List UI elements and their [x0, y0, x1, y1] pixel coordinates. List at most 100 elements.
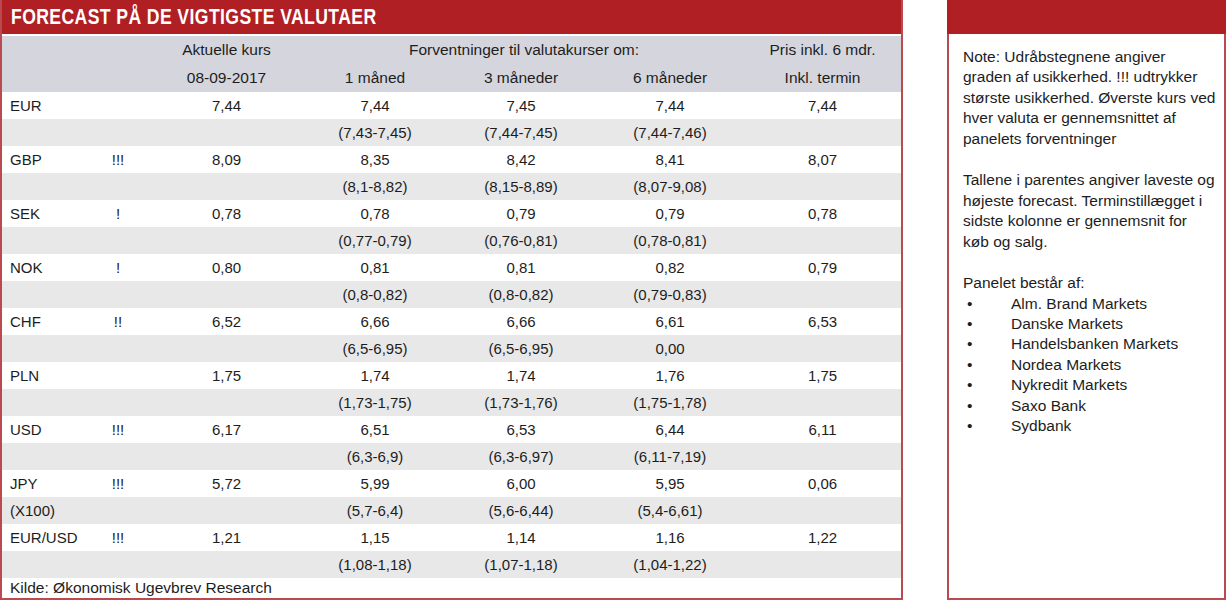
current-rate-cell: 5,72 [149, 475, 304, 492]
currency-label: EUR/USD [2, 529, 87, 546]
forecast-3m-cell: 0,79 [446, 205, 596, 222]
bullet-icon: • [963, 355, 1011, 375]
currency-label: NOK [2, 259, 87, 276]
panel-member-name: Nordea Markets [1011, 355, 1121, 375]
column-header-termin: Inkl. termin [744, 69, 901, 87]
note-panel-body: Note: Udråbstegnene angiver graden af us… [947, 34, 1226, 600]
column-header-date: 08-09-2017 [149, 69, 304, 87]
range-6m-cell: (8,07-9,08) [596, 178, 744, 195]
termin-cell: 7,44 [744, 97, 901, 114]
range-3m-cell: (6,3-6,97) [446, 448, 596, 465]
table-row-ranges: (7,43-7,45) (7,44-7,45) (7,44-7,46) [2, 119, 901, 146]
range-3m-cell: (8,15-8,89) [446, 178, 596, 195]
current-rate-cell: 6,52 [149, 313, 304, 330]
panel-member-item: • Nykredit Markets [963, 375, 1216, 395]
page-title: FORECAST PÅ DE VIGTIGSTE VALUTAER [11, 4, 377, 30]
table-row: USD !!! 6,17 6,51 6,53 6,44 6,11 [2, 416, 901, 443]
table-row: NOK ! 0,80 0,81 0,81 0,82 0,79 [2, 254, 901, 281]
table-row-ranges: (0,77-0,79) (0,76-0,81) (0,78-0,81) [2, 227, 901, 254]
current-rate-cell: 7,44 [149, 97, 304, 114]
current-rate-cell: 0,78 [149, 205, 304, 222]
note-paragraph-ranges: Tallene i parentes angiver laveste og hø… [963, 170, 1216, 252]
range-6m-cell: (1,75-1,78) [596, 394, 744, 411]
table-row: GBP !!! 8,09 8,35 8,42 8,41 8,07 [2, 146, 901, 173]
forecast-1m-cell: 8,35 [304, 151, 446, 168]
uncertainty-marks: !!! [87, 475, 149, 492]
table-row-ranges: (8,1-8,82) (8,15-8,89) (8,07-9,08) [2, 173, 901, 200]
table-row-ranges: (1,73-1,75) (1,73-1,76) (1,75-1,78) [2, 389, 901, 416]
panel-member-name: Nykredit Markets [1011, 375, 1127, 395]
table-row: EUR/USD !!! 1,21 1,15 1,14 1,16 1,22 [2, 524, 901, 551]
forecast-1m-cell: 6,66 [304, 313, 446, 330]
uncertainty-marks: ! [87, 259, 149, 276]
table-row: JPY !!! 5,72 5,99 6,00 5,95 0,06 [2, 470, 901, 497]
panel-member-item: • Alm. Brand Markets [963, 294, 1216, 314]
forecast-1m-cell: 1,74 [304, 367, 446, 384]
range-3m-cell: (5,6-6,44) [446, 502, 596, 519]
termin-cell: 0,79 [744, 259, 901, 276]
source-note: Kilde: Økonomisk Ugevbrev Research [2, 578, 901, 598]
range-6m-cell: (1,04-1,22) [596, 556, 744, 573]
table-row-ranges: (0,8-0,82) (0,8-0,82) (0,79-0,83) [2, 281, 901, 308]
column-header-current: Aktuelle kurs [149, 41, 304, 59]
forecast-6m-cell: 1,16 [596, 529, 744, 546]
range-3m-cell: (1,73-1,76) [446, 394, 596, 411]
range-1m-cell: (0,8-0,82) [304, 286, 446, 303]
table-header-row-2: 08-09-2017 1 måned 3 måneder 6 måneder I… [2, 64, 901, 92]
range-1m-cell: (6,3-6,9) [304, 448, 446, 465]
forecast-1m-cell: 5,99 [304, 475, 446, 492]
bullet-icon: • [963, 416, 1011, 436]
column-header-1m: 1 måned [304, 69, 446, 87]
termin-cell: 6,11 [744, 421, 901, 438]
range-3m-cell: (0,76-0,81) [446, 232, 596, 249]
forecast-6m-cell: 7,44 [596, 97, 744, 114]
panel-member-item: • Handelsbanken Markets [963, 334, 1216, 354]
panel-member-name: Danske Markets [1011, 314, 1123, 334]
termin-cell: 0,78 [744, 205, 901, 222]
column-header-6m: 6 måneder [596, 69, 744, 87]
note-panel: Note: Udråbstegnene angiver graden af us… [947, 0, 1226, 600]
table-row: EUR 7,44 7,44 7,45 7,44 7,44 [2, 92, 901, 119]
current-rate-cell: 0,80 [149, 259, 304, 276]
table-header: Aktuelle kurs Forventninger til valutaku… [2, 34, 901, 92]
currency-sub-label: (X100) [2, 502, 87, 519]
column-header-3m: 3 måneder [446, 69, 596, 87]
termin-cell: 6,53 [744, 313, 901, 330]
currency-label: JPY [2, 475, 87, 492]
currency-label: SEK [2, 205, 87, 222]
forecast-6m-cell: 0,82 [596, 259, 744, 276]
forecast-6m-cell: 5,95 [596, 475, 744, 492]
currency-label: EUR [2, 97, 87, 114]
range-1m-cell: (0,77-0,79) [304, 232, 446, 249]
forecast-6m-cell: 6,61 [596, 313, 744, 330]
range-6m-cell: (6,11-7,19) [596, 448, 744, 465]
range-1m-cell: (1,73-1,75) [304, 394, 446, 411]
panel-member-item: • Sydbank [963, 416, 1216, 436]
currency-label: GBP [2, 151, 87, 168]
panel-member-name: Handelsbanken Markets [1011, 334, 1178, 354]
forecast-6m-cell: 1,76 [596, 367, 744, 384]
forecast-3m-cell: 6,66 [446, 313, 596, 330]
uncertainty-marks: !!! [87, 151, 149, 168]
panel-member-item: • Saxo Bank [963, 396, 1216, 416]
panel-member-name: Saxo Bank [1011, 396, 1086, 416]
range-1m-cell: (5,7-6,4) [304, 502, 446, 519]
forecast-3m-cell: 8,42 [446, 151, 596, 168]
uncertainty-marks: !!! [87, 421, 149, 438]
forecast-1m-cell: 0,78 [304, 205, 446, 222]
table-row-ranges: (X100) (5,7-6,4) (5,6-6,44) (5,4-6,61) [2, 497, 901, 524]
bullet-icon: • [963, 375, 1011, 395]
forecast-1m-cell: 7,44 [304, 97, 446, 114]
termin-cell: 1,75 [744, 367, 901, 384]
range-3m-cell: (6,5-6,95) [446, 340, 596, 357]
forecast-6m-cell: 6,44 [596, 421, 744, 438]
bullet-icon: • [963, 334, 1011, 354]
panel-members-list: • Alm. Brand Markets • Danske Markets • … [963, 294, 1216, 437]
range-6m-cell: (0,79-0,83) [596, 286, 744, 303]
note-panel-top-bar [947, 0, 1226, 34]
table-row-ranges: (6,3-6,9) (6,3-6,97) (6,11-7,19) [2, 443, 901, 470]
panel-member-item: • Nordea Markets [963, 355, 1216, 375]
column-header-price: Pris inkl. 6 mdr. [744, 41, 901, 59]
termin-cell: 0,06 [744, 475, 901, 492]
range-3m-cell: (0,8-0,82) [446, 286, 596, 303]
